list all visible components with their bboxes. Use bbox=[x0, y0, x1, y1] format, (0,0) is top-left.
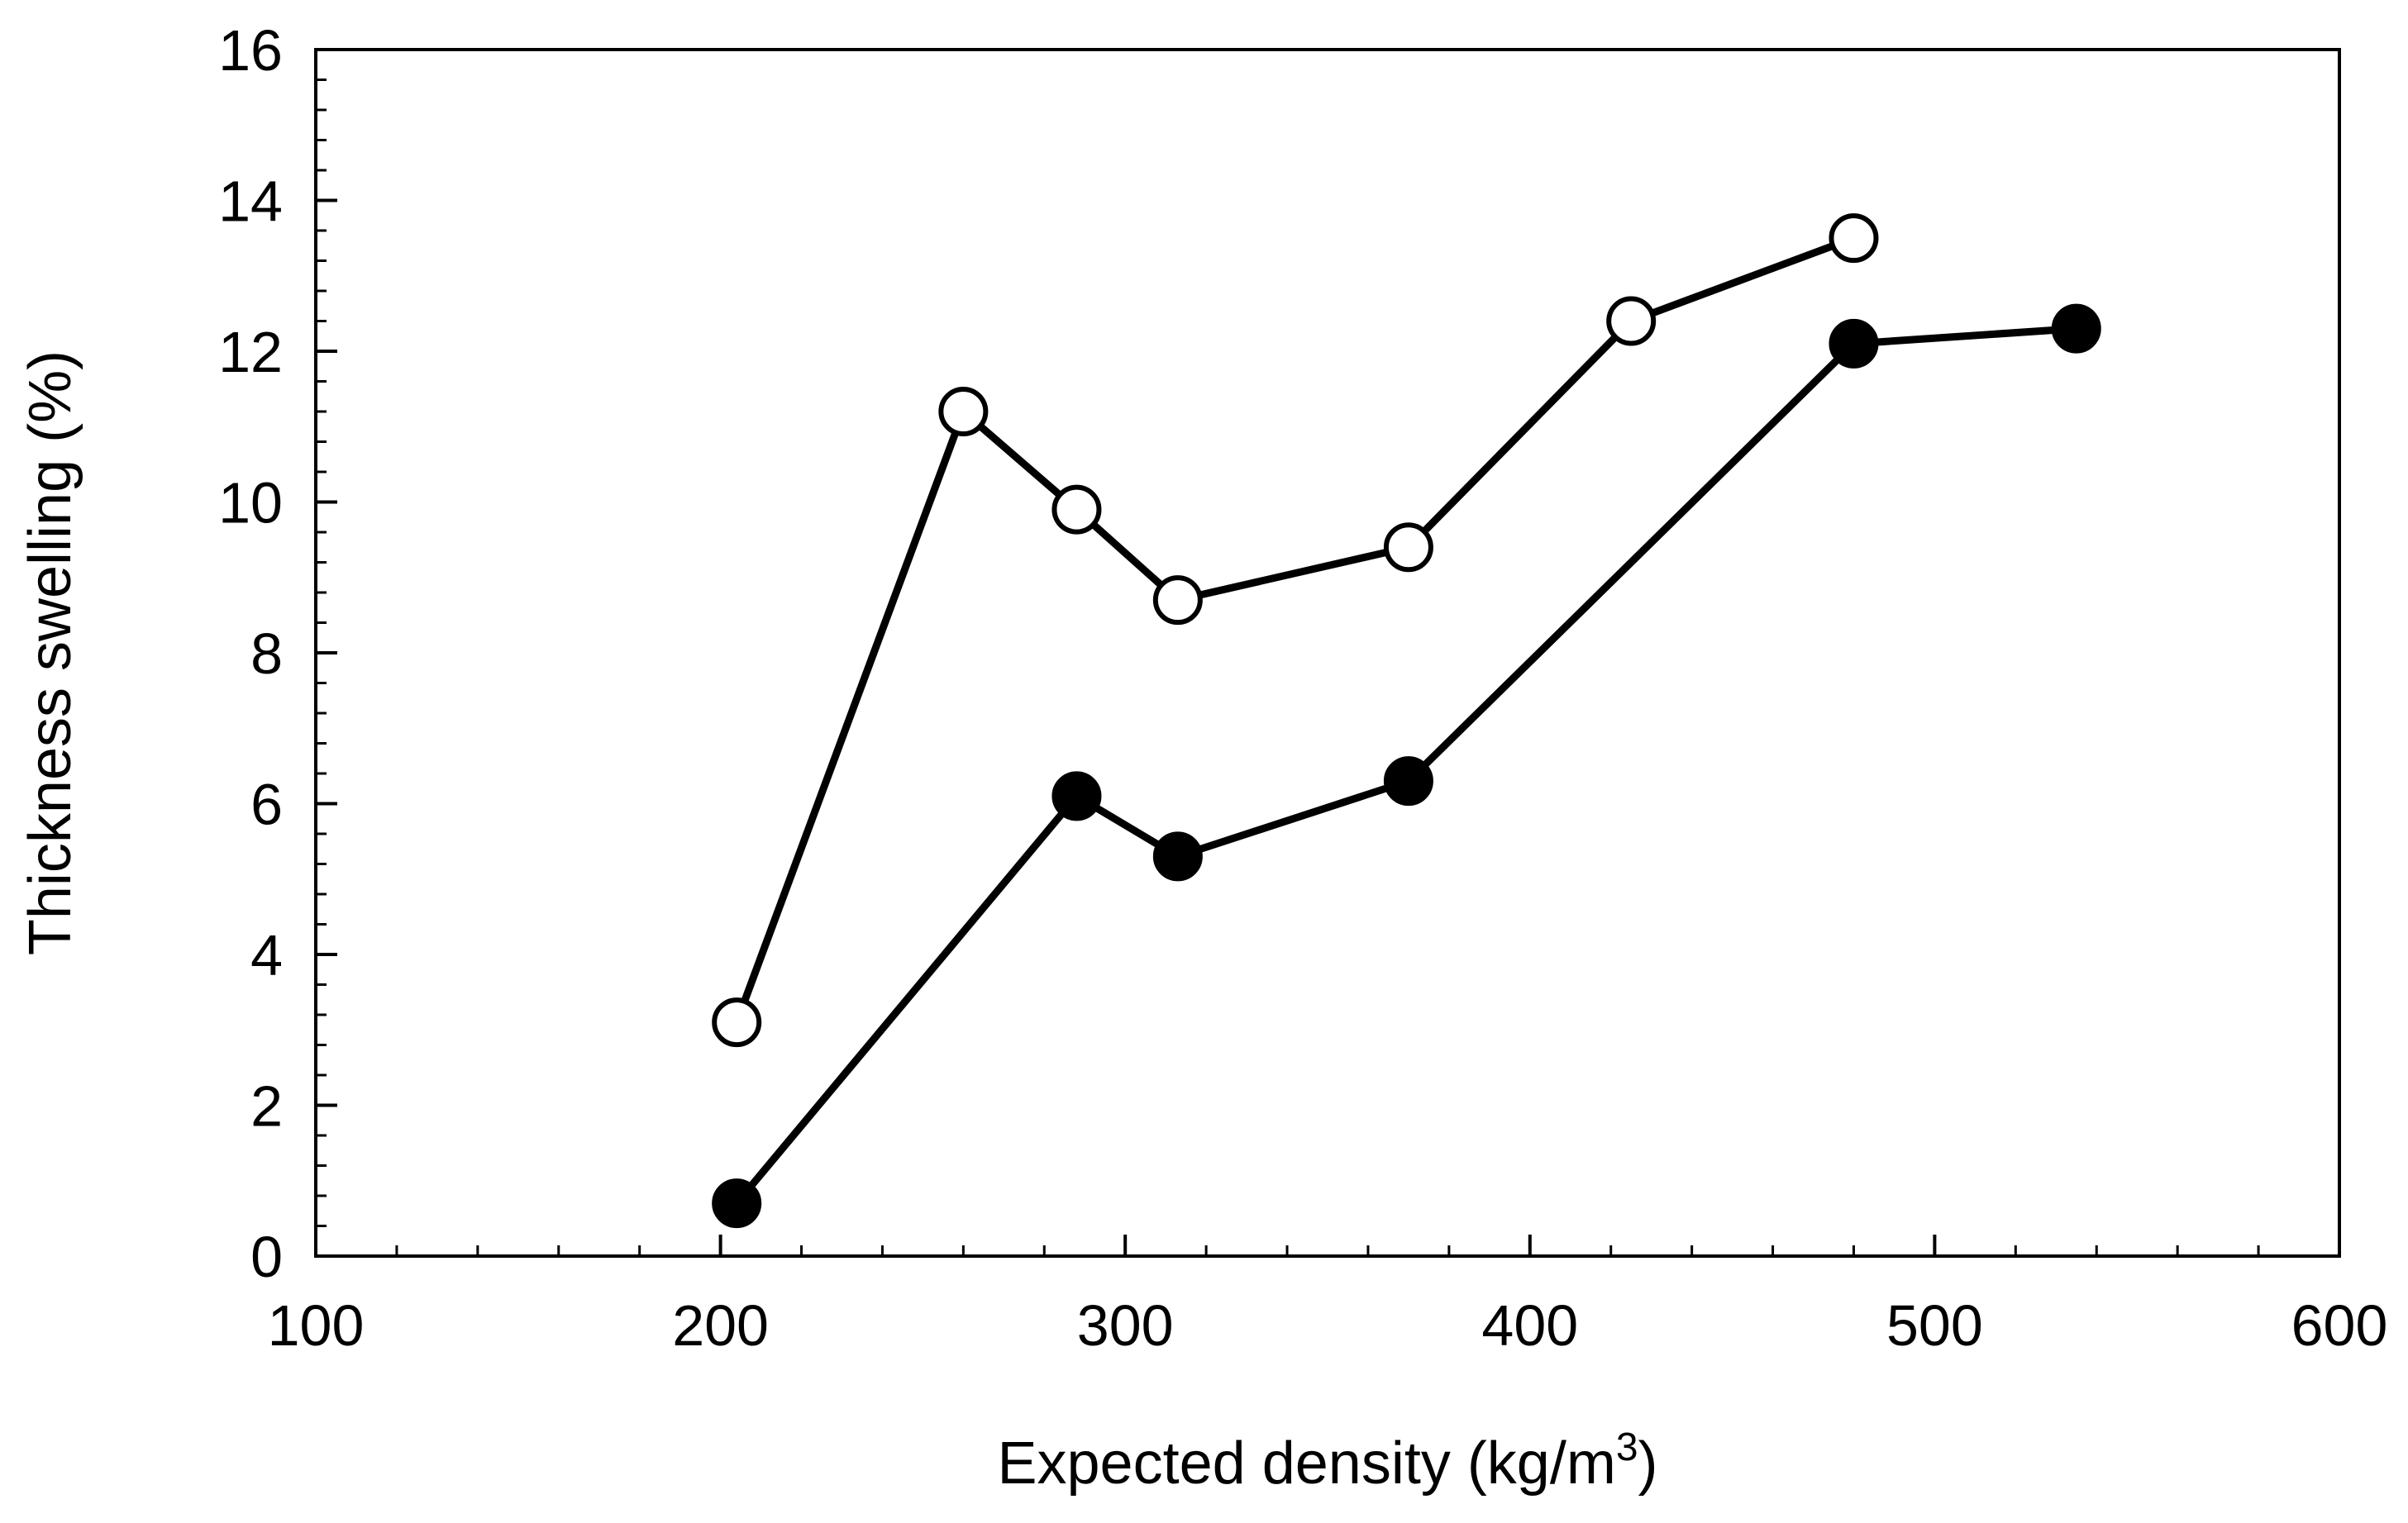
major-ticks bbox=[314, 48, 2341, 1258]
filled-circle-point bbox=[1829, 318, 1879, 369]
x-tick-label: 300 bbox=[1077, 1293, 1174, 1358]
y-tick-label: 0 bbox=[250, 1225, 283, 1289]
y-axis-title: Thickness swelling (%) bbox=[17, 350, 83, 955]
minor-ticks bbox=[316, 79, 2260, 1256]
open-circle-point bbox=[938, 387, 989, 436]
x-tick-label: 200 bbox=[672, 1293, 769, 1358]
x-tick-labels: 100 200 300 400 500 600 bbox=[268, 1293, 2388, 1358]
y-tick-label: 12 bbox=[218, 320, 283, 384]
y-tick-label: 10 bbox=[218, 471, 283, 535]
plot-frame bbox=[314, 48, 2341, 1258]
x-tick-label: 100 bbox=[268, 1293, 365, 1358]
filled-circle-point bbox=[712, 1178, 762, 1229]
y-tick-label: 16 bbox=[218, 18, 283, 83]
filled-circle-point bbox=[1152, 831, 1203, 882]
y-tick-labels: 0 2 4 6 8 10 12 14 16 bbox=[218, 18, 283, 1289]
x-axis-title-text: Expected density (kg/m bbox=[997, 1430, 1615, 1497]
series-line-1 bbox=[732, 234, 1857, 1026]
x-tick-label: 400 bbox=[1481, 1293, 1578, 1358]
y-tick-label: 14 bbox=[218, 169, 283, 234]
x-axis-title-suffix: ) bbox=[1638, 1430, 1658, 1497]
x-tick-label: 600 bbox=[2291, 1293, 2388, 1358]
y-tick-label: 4 bbox=[250, 923, 283, 988]
open-circle-point bbox=[1152, 575, 1203, 626]
filled-circle-point bbox=[1051, 771, 1102, 821]
y-tick-label: 8 bbox=[250, 621, 283, 686]
x-axis-title-superscript: 3 bbox=[1616, 1425, 1638, 1469]
filled-circle-point bbox=[2051, 303, 2101, 354]
open-circle-point bbox=[712, 997, 762, 1048]
series-lines bbox=[732, 234, 2081, 1207]
filled-circle-point bbox=[1383, 756, 1433, 807]
series-markers bbox=[712, 213, 2101, 1229]
series-line-2 bbox=[732, 325, 2081, 1207]
x-tick-label: 500 bbox=[1886, 1293, 1983, 1358]
y-tick-label: 6 bbox=[250, 773, 283, 837]
open-circle-point bbox=[1383, 522, 1433, 573]
open-circle-point bbox=[1829, 213, 1879, 264]
x-axis-title: Expected density (kg/m3) bbox=[997, 1425, 1657, 1497]
open-circle-point bbox=[1051, 484, 1102, 535]
y-tick-label: 2 bbox=[250, 1074, 283, 1139]
open-circle-point bbox=[1606, 296, 1657, 346]
